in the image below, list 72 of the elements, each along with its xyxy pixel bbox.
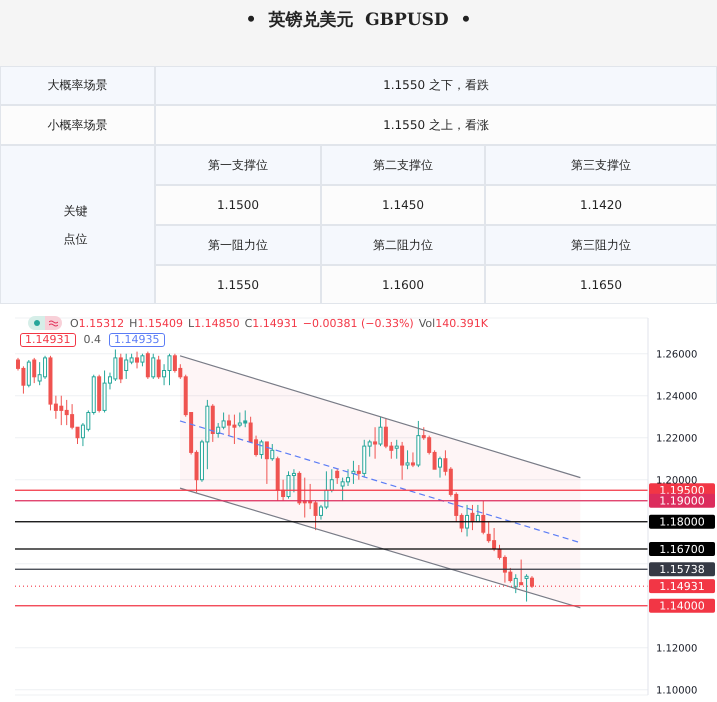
text: 1.1600 xyxy=(382,278,424,292)
annotation: L xyxy=(188,316,194,330)
candlestick xyxy=(118,353,123,384)
candlestick xyxy=(406,450,410,470)
candlestick xyxy=(146,351,150,380)
candlestick xyxy=(514,574,518,594)
annotation: 1.14931 xyxy=(252,316,298,330)
ref-line-label: 1.14931 xyxy=(659,580,705,594)
text: 第三支撑位 xyxy=(571,156,631,174)
ref-line-label: 1.15738 xyxy=(659,563,705,576)
annotation: Vol xyxy=(418,316,436,330)
ref-line-label: 1.16700 xyxy=(659,543,705,556)
candlestick xyxy=(400,441,404,480)
y-tick-label: 1.26000 xyxy=(656,349,698,360)
y-tick-label: 1.24000 xyxy=(656,391,698,402)
text: 1.1550 之上，看涨 xyxy=(383,116,489,134)
text: 1.1550 之下，看跌 xyxy=(383,77,489,94)
text: 1.1450 xyxy=(382,198,424,212)
text: 第三阻力位 xyxy=(571,236,631,254)
text: 第二支撑位 xyxy=(373,156,433,174)
candlestick xyxy=(26,360,31,388)
annotation: H xyxy=(129,316,138,330)
candlestick xyxy=(378,416,382,447)
candlestick xyxy=(156,355,161,380)
text: 小概率场景 xyxy=(48,116,108,134)
y-tick-label: 1.10000 xyxy=(656,685,698,696)
ref-line-label: 1.19500 xyxy=(659,484,705,498)
candlestick xyxy=(438,456,442,478)
annotation: 140.391K xyxy=(435,316,488,330)
ref-line-label: 1.18000 xyxy=(659,516,705,529)
candlestick xyxy=(519,559,524,586)
annotation: 1.15312 xyxy=(78,316,124,330)
candlestick xyxy=(410,452,415,468)
ref-line-label: 1.14000 xyxy=(659,600,705,613)
annotation: 1.14931 xyxy=(20,333,76,347)
y-tick-label: 1.12000 xyxy=(656,643,698,654)
candlestick xyxy=(335,468,340,484)
y-tick-label: 1.20000 xyxy=(656,475,698,486)
candlestick xyxy=(356,464,361,480)
text: 大概率场景 xyxy=(48,77,108,94)
candlestick xyxy=(530,576,534,588)
text: 第一阻力位 xyxy=(208,236,268,254)
candlestick xyxy=(151,353,156,380)
candlestick xyxy=(481,500,486,535)
text: 1.1500 xyxy=(217,198,259,212)
ref-line-label: 1.19000 xyxy=(659,494,705,508)
text: 第二阻力位 xyxy=(373,236,433,254)
text: 1.1420 xyxy=(580,198,622,212)
annotation: 0.4 xyxy=(84,333,101,346)
annotation: −0.00381 (−0.33%) xyxy=(302,316,414,330)
text: 1.1550 xyxy=(217,278,259,292)
candlestick xyxy=(270,444,274,462)
text: 关键点位 xyxy=(64,202,88,248)
text: 1.1650 xyxy=(580,278,622,292)
candlestick xyxy=(394,439,399,460)
candlestick xyxy=(32,357,36,384)
annotation: O xyxy=(70,316,79,330)
candlestick xyxy=(135,351,140,369)
annotation: C xyxy=(244,316,252,330)
text: • 英镑兑美元 GBPUSD • xyxy=(246,10,472,30)
candlestick xyxy=(373,426,378,460)
annotation: 1.14935 xyxy=(109,333,164,347)
candlestick xyxy=(465,504,470,537)
candlestick xyxy=(330,468,334,493)
candlestick xyxy=(140,353,144,367)
annotation: 1.14850 xyxy=(194,316,240,330)
candlestick xyxy=(259,439,264,460)
candlestick xyxy=(524,574,529,602)
y-tick-label: 1.22000 xyxy=(656,433,698,444)
text: 第一支撑位 xyxy=(208,156,268,174)
candlestick xyxy=(264,441,269,484)
annotation: 1.15409 xyxy=(137,316,183,330)
